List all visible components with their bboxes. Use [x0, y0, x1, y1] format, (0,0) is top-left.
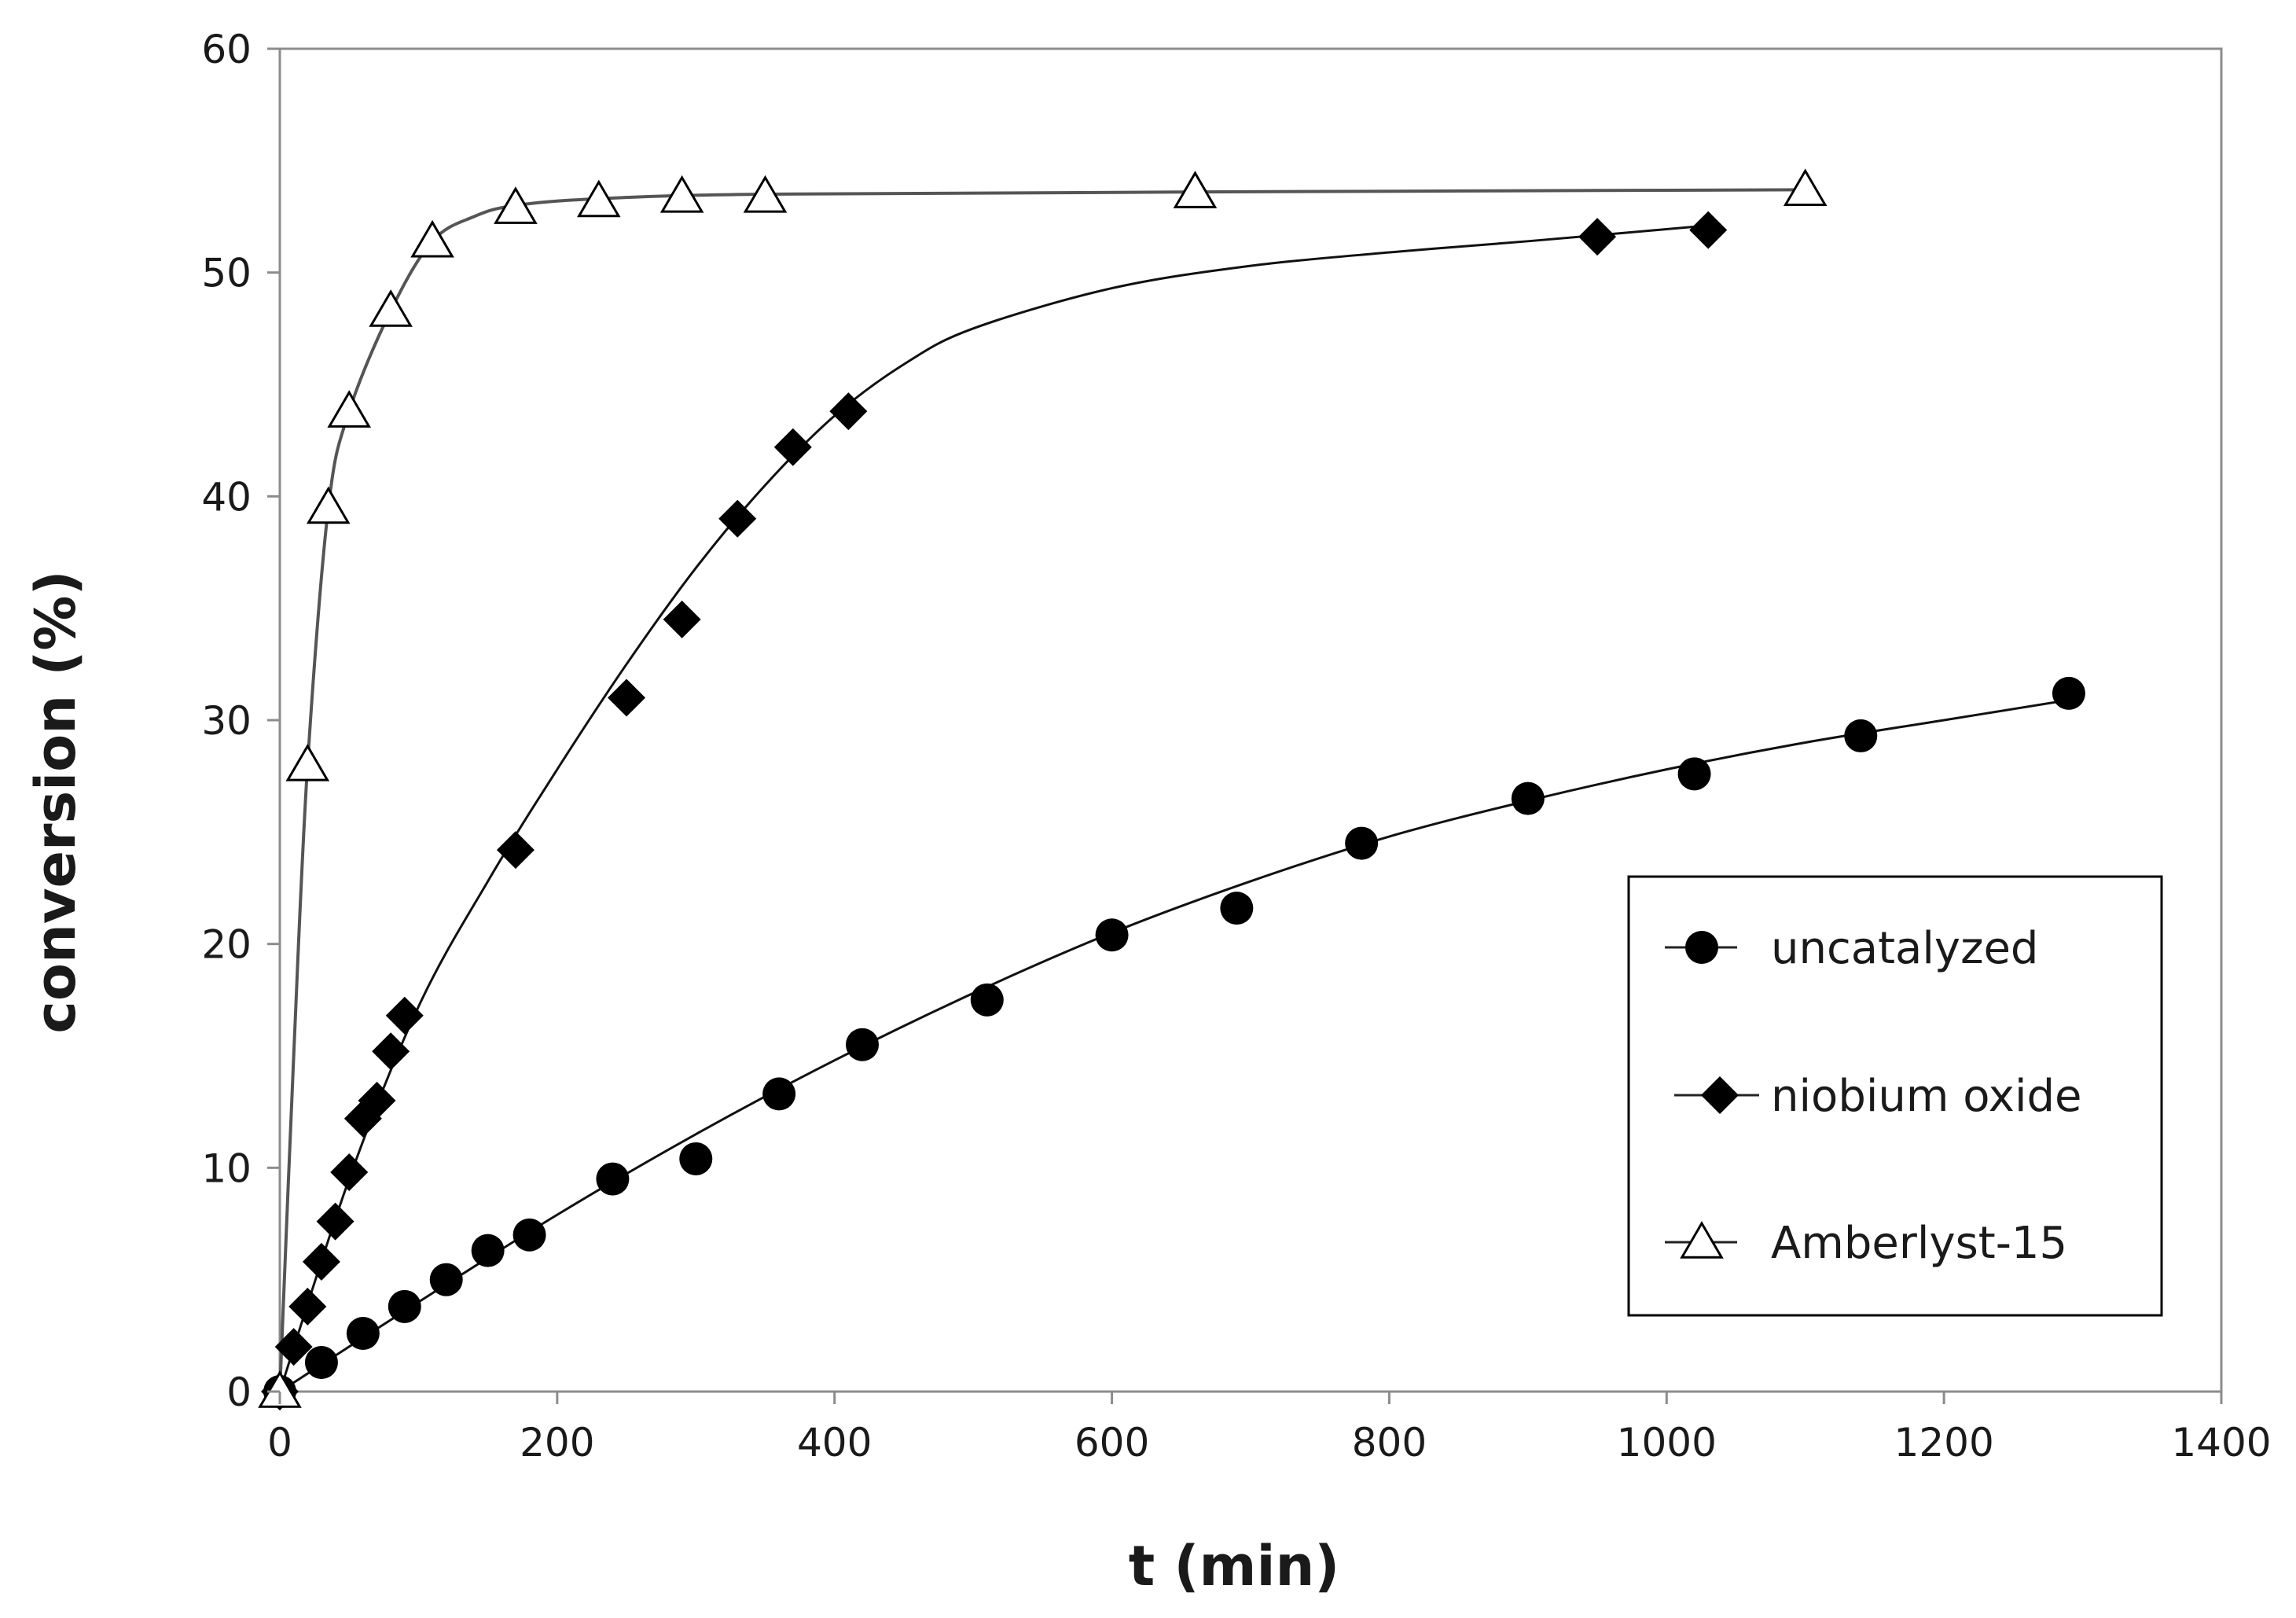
legend: uncatalyzed niobium oxide Amberlyst-15: [1627, 875, 2163, 1317]
point-amberlyst-15: [659, 175, 704, 213]
point-uncatalyzed: [1220, 892, 1254, 925]
point-niobium-oxide: [1578, 218, 1617, 256]
point-amberlyst-15: [576, 179, 621, 218]
x-tick-label: 1200: [1894, 1420, 1994, 1465]
point-niobium-oxide: [608, 678, 646, 717]
legend-marker-amberlyst-15: [1680, 1221, 1724, 1259]
point-uncatalyzed: [1677, 757, 1711, 791]
point-amberlyst-15: [1173, 171, 1218, 208]
y-tick-label: 0: [226, 1370, 252, 1415]
point-uncatalyzed: [1095, 918, 1129, 952]
series-niobium-oxide: [261, 211, 1728, 1410]
point-uncatalyzed: [471, 1234, 505, 1267]
point-amberlyst-15: [743, 175, 788, 213]
curve-uncatalyzed: [279, 698, 2070, 1393]
point-uncatalyzed: [512, 1218, 546, 1252]
x-axis-title: t (min): [1129, 1534, 1340, 1598]
axes: 0 200 400 600 800 1000 1200 1400 0 10 20 30 40 50 60: [201, 27, 2271, 1465]
point-amberlyst-15: [306, 486, 351, 524]
y-tick-label: 30: [201, 698, 252, 744]
point-uncatalyzed: [429, 1263, 463, 1296]
y-tick-label: 10: [201, 1145, 252, 1191]
legend-marker-uncatalyzed: [1685, 931, 1718, 964]
point-uncatalyzed: [1844, 719, 1878, 752]
point-amberlyst-15: [285, 743, 330, 781]
point-uncatalyzed: [596, 1162, 630, 1196]
point-niobium-oxide: [302, 1242, 340, 1281]
point-uncatalyzed: [679, 1142, 713, 1175]
legend-label-amberlyst-15: Amberlyst-15: [1771, 1218, 2067, 1269]
point-niobium-oxide: [330, 1153, 369, 1192]
point-amberlyst-15: [327, 390, 372, 428]
x-tick-label: 200: [520, 1420, 594, 1465]
series-amberlyst-15: [258, 168, 1828, 1408]
point-uncatalyzed: [846, 1028, 879, 1061]
point-niobium-oxide: [1689, 211, 1728, 249]
y-tick-label: 20: [201, 922, 252, 968]
y-tick-label: 40: [201, 474, 252, 520]
point-niobium-oxide: [829, 392, 868, 431]
point-amberlyst-15: [258, 1370, 302, 1408]
point-amberlyst-15: [369, 289, 413, 327]
x-tick-label: 0: [267, 1420, 292, 1465]
point-niobium-oxide: [316, 1202, 355, 1241]
point-niobium-oxide: [663, 600, 701, 638]
x-tick-label: 600: [1075, 1420, 1149, 1465]
point-niobium-oxide: [496, 831, 535, 870]
point-amberlyst-15: [1783, 168, 1828, 207]
point-uncatalyzed: [762, 1077, 796, 1111]
point-uncatalyzed: [2052, 676, 2085, 710]
legend-marker-niobium-oxide: [1701, 1076, 1739, 1114]
x-tick-label: 1000: [1617, 1420, 1717, 1465]
point-niobium-oxide: [288, 1287, 327, 1326]
point-uncatalyzed: [970, 983, 1004, 1017]
legend-label-uncatalyzed: uncatalyzed: [1771, 923, 2038, 974]
point-uncatalyzed: [388, 1289, 421, 1323]
x-tick-label: 400: [797, 1420, 872, 1465]
point-amberlyst-15: [494, 186, 538, 224]
point-uncatalyzed: [346, 1316, 380, 1350]
y-tick-label: 60: [201, 27, 252, 72]
point-uncatalyzed: [1511, 781, 1545, 815]
y-tick-label: 50: [201, 251, 252, 296]
point-uncatalyzed: [1345, 826, 1379, 860]
legend-label-niobium-oxide: niobium oxide: [1771, 1071, 2082, 1122]
x-tick-label: 1400: [2171, 1420, 2271, 1465]
point-niobium-oxide: [358, 1081, 396, 1120]
point-uncatalyzed: [304, 1345, 338, 1379]
point-niobium-oxide: [385, 996, 424, 1035]
point-niobium-oxide: [274, 1328, 313, 1366]
point-niobium-oxide: [773, 428, 812, 466]
data-markers: [258, 168, 2085, 1410]
y-axis-title: conversion (%): [24, 570, 88, 1033]
point-amberlyst-15: [410, 219, 454, 258]
x-tick-label: 800: [1352, 1420, 1427, 1465]
point-niobium-oxide: [372, 1032, 410, 1071]
point-niobium-oxide: [718, 499, 757, 538]
